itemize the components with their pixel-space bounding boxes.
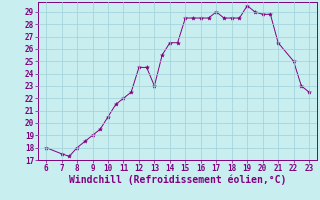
X-axis label: Windchill (Refroidissement éolien,°C): Windchill (Refroidissement éolien,°C) <box>69 175 286 185</box>
